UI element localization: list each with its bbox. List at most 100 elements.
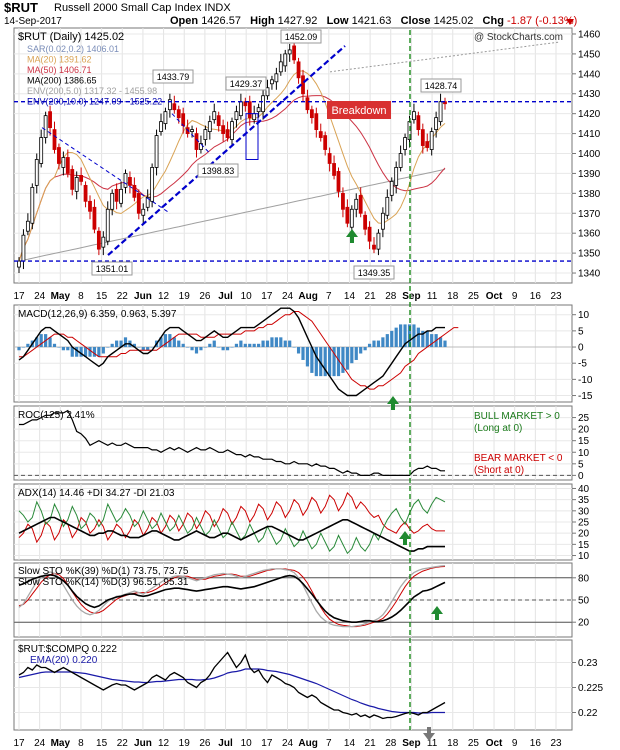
price-annotation-box <box>280 29 322 44</box>
macd-histogram-bar <box>97 347 101 357</box>
macd-histogram-bar <box>394 327 398 348</box>
x-tick-label: 15 <box>96 738 108 749</box>
x-tick-label: 25 <box>468 291 480 302</box>
y-tick-label: 1340 <box>578 269 601 280</box>
candle-body <box>420 129 425 146</box>
candle-body <box>119 188 123 204</box>
macd-histogram-bar <box>212 340 216 348</box>
y-tick-label: 1460 <box>578 29 601 40</box>
macd-histogram-bar <box>310 347 314 373</box>
x-tick-label: May <box>51 291 71 302</box>
candle-body <box>83 184 88 202</box>
candle-body <box>88 200 92 212</box>
x-tick-label: 24 <box>34 738 46 749</box>
price-annotation: 1433.79 <box>157 72 190 82</box>
quote-line: Open 1426.57 High 1427.92 Low 1421.63 Cl… <box>170 15 577 27</box>
price-annotation-box <box>152 69 194 84</box>
candle-body <box>136 192 141 214</box>
breakdown-box <box>327 101 391 119</box>
macd-histogram-bar <box>123 337 128 348</box>
y-tick-label: 15 <box>578 540 590 551</box>
macd-histogram-bar <box>208 343 212 348</box>
x-tick-label: 10 <box>241 291 253 302</box>
candle-body <box>194 133 199 150</box>
macd-histogram-bar <box>194 347 199 354</box>
macd-histogram-bar <box>314 347 318 377</box>
x-tick-label: Jun <box>134 738 152 749</box>
y-tick-label: 10 <box>578 448 590 459</box>
panel-frame-5 <box>13 639 573 731</box>
candle-body <box>74 177 79 192</box>
macd-histogram-bar <box>75 347 79 357</box>
candle-body <box>52 129 57 150</box>
macd-histogram-bar <box>372 340 376 348</box>
ratio-line <box>18 651 446 720</box>
x-tick-label: 10 <box>241 738 253 749</box>
macd-histogram-bar <box>141 347 145 351</box>
macd-histogram-bar <box>341 347 345 373</box>
y-tick-label: 1360 <box>578 229 601 240</box>
macd-histogram-bar <box>443 340 447 348</box>
candle-body <box>150 167 155 202</box>
candle-body <box>403 137 407 150</box>
x-tick-label: May <box>51 738 71 749</box>
x-tick-label: 18 <box>447 738 459 749</box>
y-tick-label: 0 <box>578 343 584 354</box>
ratio-ema-legend: EMA(20) 0.220 <box>30 655 98 666</box>
macd-histogram-bar <box>381 337 385 348</box>
x-tick-label: Sep <box>402 738 420 749</box>
macd-histogram-bar <box>412 324 416 348</box>
x-tick-label: 24 <box>34 291 46 302</box>
candle-body <box>212 111 217 121</box>
price-annotation-box <box>225 76 267 91</box>
quote-date: 14-Sep-2017 <box>4 16 62 27</box>
macd-histogram-bar <box>181 343 185 348</box>
macd-histogram-bar <box>367 343 372 348</box>
candle-body <box>354 198 359 210</box>
index-name: Russell 2000 Small Cap Index INDX <box>54 2 231 14</box>
x-tick-label: 7 <box>326 738 332 749</box>
macd-histogram-bar <box>230 347 234 348</box>
y-tick-label: 0.225 <box>578 683 603 694</box>
x-tick-label: 16 <box>530 738 542 749</box>
candle-body <box>256 107 261 113</box>
candle-body <box>25 220 30 232</box>
candle-body <box>234 111 239 121</box>
price-legend-item: ENV(200,10.0) 1247.09 - 1525.22 <box>27 97 162 107</box>
macd-histogram-bar <box>70 347 74 357</box>
y-tick-label: 1400 <box>578 149 601 160</box>
candle-body <box>376 232 381 250</box>
open-label: Open <box>170 15 199 27</box>
x-tick-label: 12 <box>158 291 170 302</box>
x-tick-label: 17 <box>261 291 273 302</box>
macd-histogram-bar <box>274 337 278 348</box>
x-tick-label: 19 <box>179 291 191 302</box>
signal-up-arrow <box>346 229 358 243</box>
x-tick-label: 14 <box>344 738 356 749</box>
price-annotation-box <box>353 265 395 280</box>
y-tick-label: 25 <box>578 518 590 529</box>
macd-histogram-bar <box>225 347 230 351</box>
candle-body <box>163 111 168 125</box>
stoch-title: Slow STO %K(39) %D(1) 73.75, 73.75 <box>18 566 189 577</box>
candle-body <box>190 129 194 132</box>
macd-histogram-bar <box>421 330 425 348</box>
macd-histogram-bar <box>217 347 221 348</box>
y-tick-label: 1420 <box>578 109 601 120</box>
candle-body <box>48 111 52 129</box>
macd-histogram-bar <box>150 347 154 348</box>
candle-body <box>434 117 439 131</box>
x-tick-label: Jul <box>218 291 233 302</box>
macd-histogram-bar <box>186 347 190 348</box>
macd-histogram-bar <box>66 347 70 351</box>
candle-body <box>292 45 297 61</box>
y-tick-label: 15 <box>578 436 590 447</box>
candle-body <box>70 169 75 190</box>
macd-histogram-bar <box>416 327 420 348</box>
y-tick-label: 1380 <box>578 189 601 200</box>
candle-body <box>274 73 279 83</box>
macd-histogram-bar <box>132 343 136 348</box>
y-tick-label: 40 <box>578 484 590 495</box>
candle-body <box>367 226 372 242</box>
macd-histogram-bar <box>385 334 389 348</box>
